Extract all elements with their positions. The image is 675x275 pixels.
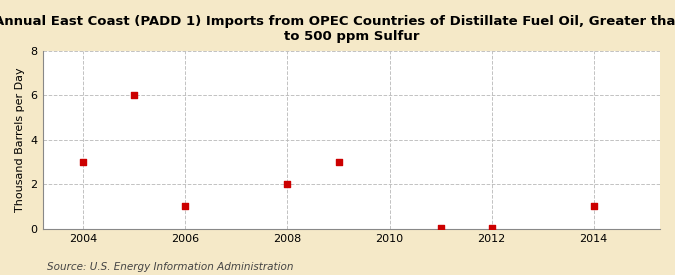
Point xyxy=(180,204,191,209)
Text: Source: U.S. Energy Information Administration: Source: U.S. Energy Information Administ… xyxy=(47,262,294,272)
Point xyxy=(78,160,89,164)
Point xyxy=(588,204,599,209)
Point xyxy=(129,93,140,98)
Point xyxy=(333,160,344,164)
Point xyxy=(435,226,446,230)
Point xyxy=(282,182,293,186)
Point xyxy=(486,226,497,230)
Y-axis label: Thousand Barrels per Day: Thousand Barrels per Day xyxy=(15,68,25,212)
Title: Annual East Coast (PADD 1) Imports from OPEC Countries of Distillate Fuel Oil, G: Annual East Coast (PADD 1) Imports from … xyxy=(0,15,675,43)
